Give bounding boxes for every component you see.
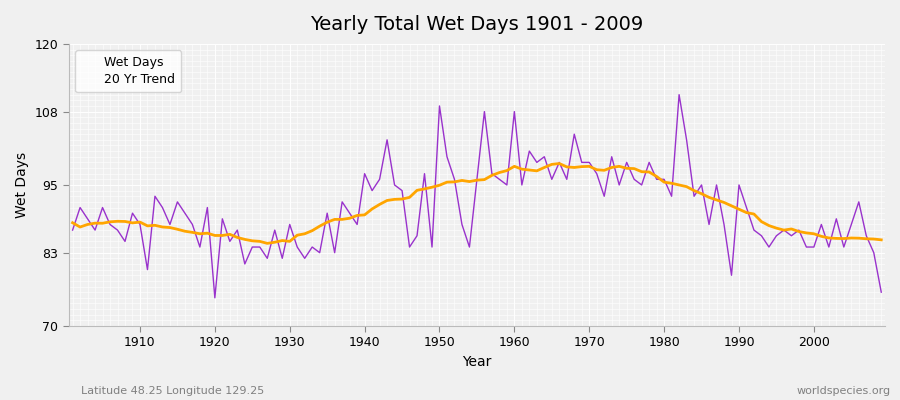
20 Yr Trend xyxy=(300,231,310,236)
20 Yr Trend xyxy=(344,216,355,221)
Wet Days xyxy=(127,211,138,216)
Wet Days xyxy=(344,211,355,216)
20 Yr Trend xyxy=(509,164,520,169)
Line: 20 Yr Trend: 20 Yr Trend xyxy=(73,164,881,243)
20 Yr Trend xyxy=(614,164,625,169)
Wet Days xyxy=(607,154,617,159)
Wet Days xyxy=(300,256,310,261)
Wet Days xyxy=(674,92,685,97)
20 Yr Trend xyxy=(876,238,886,242)
Line: Wet Days: Wet Days xyxy=(73,95,881,298)
20 Yr Trend xyxy=(517,167,527,172)
Wet Days xyxy=(509,109,520,114)
X-axis label: Year: Year xyxy=(463,355,491,369)
Wet Days xyxy=(517,182,527,187)
20 Yr Trend xyxy=(68,220,78,225)
20 Yr Trend xyxy=(127,220,138,225)
Text: worldspecies.org: worldspecies.org xyxy=(796,386,891,396)
Wet Days xyxy=(876,290,886,294)
Legend: Wet Days, 20 Yr Trend: Wet Days, 20 Yr Trend xyxy=(75,50,181,92)
Text: Latitude 48.25 Longitude 129.25: Latitude 48.25 Longitude 129.25 xyxy=(81,386,265,396)
20 Yr Trend xyxy=(262,241,273,246)
20 Yr Trend xyxy=(554,161,564,166)
Title: Yearly Total Wet Days 1901 - 2009: Yearly Total Wet Days 1901 - 2009 xyxy=(310,15,644,34)
Wet Days xyxy=(210,296,220,300)
Y-axis label: Wet Days: Wet Days xyxy=(15,152,29,218)
Wet Days xyxy=(68,228,78,232)
